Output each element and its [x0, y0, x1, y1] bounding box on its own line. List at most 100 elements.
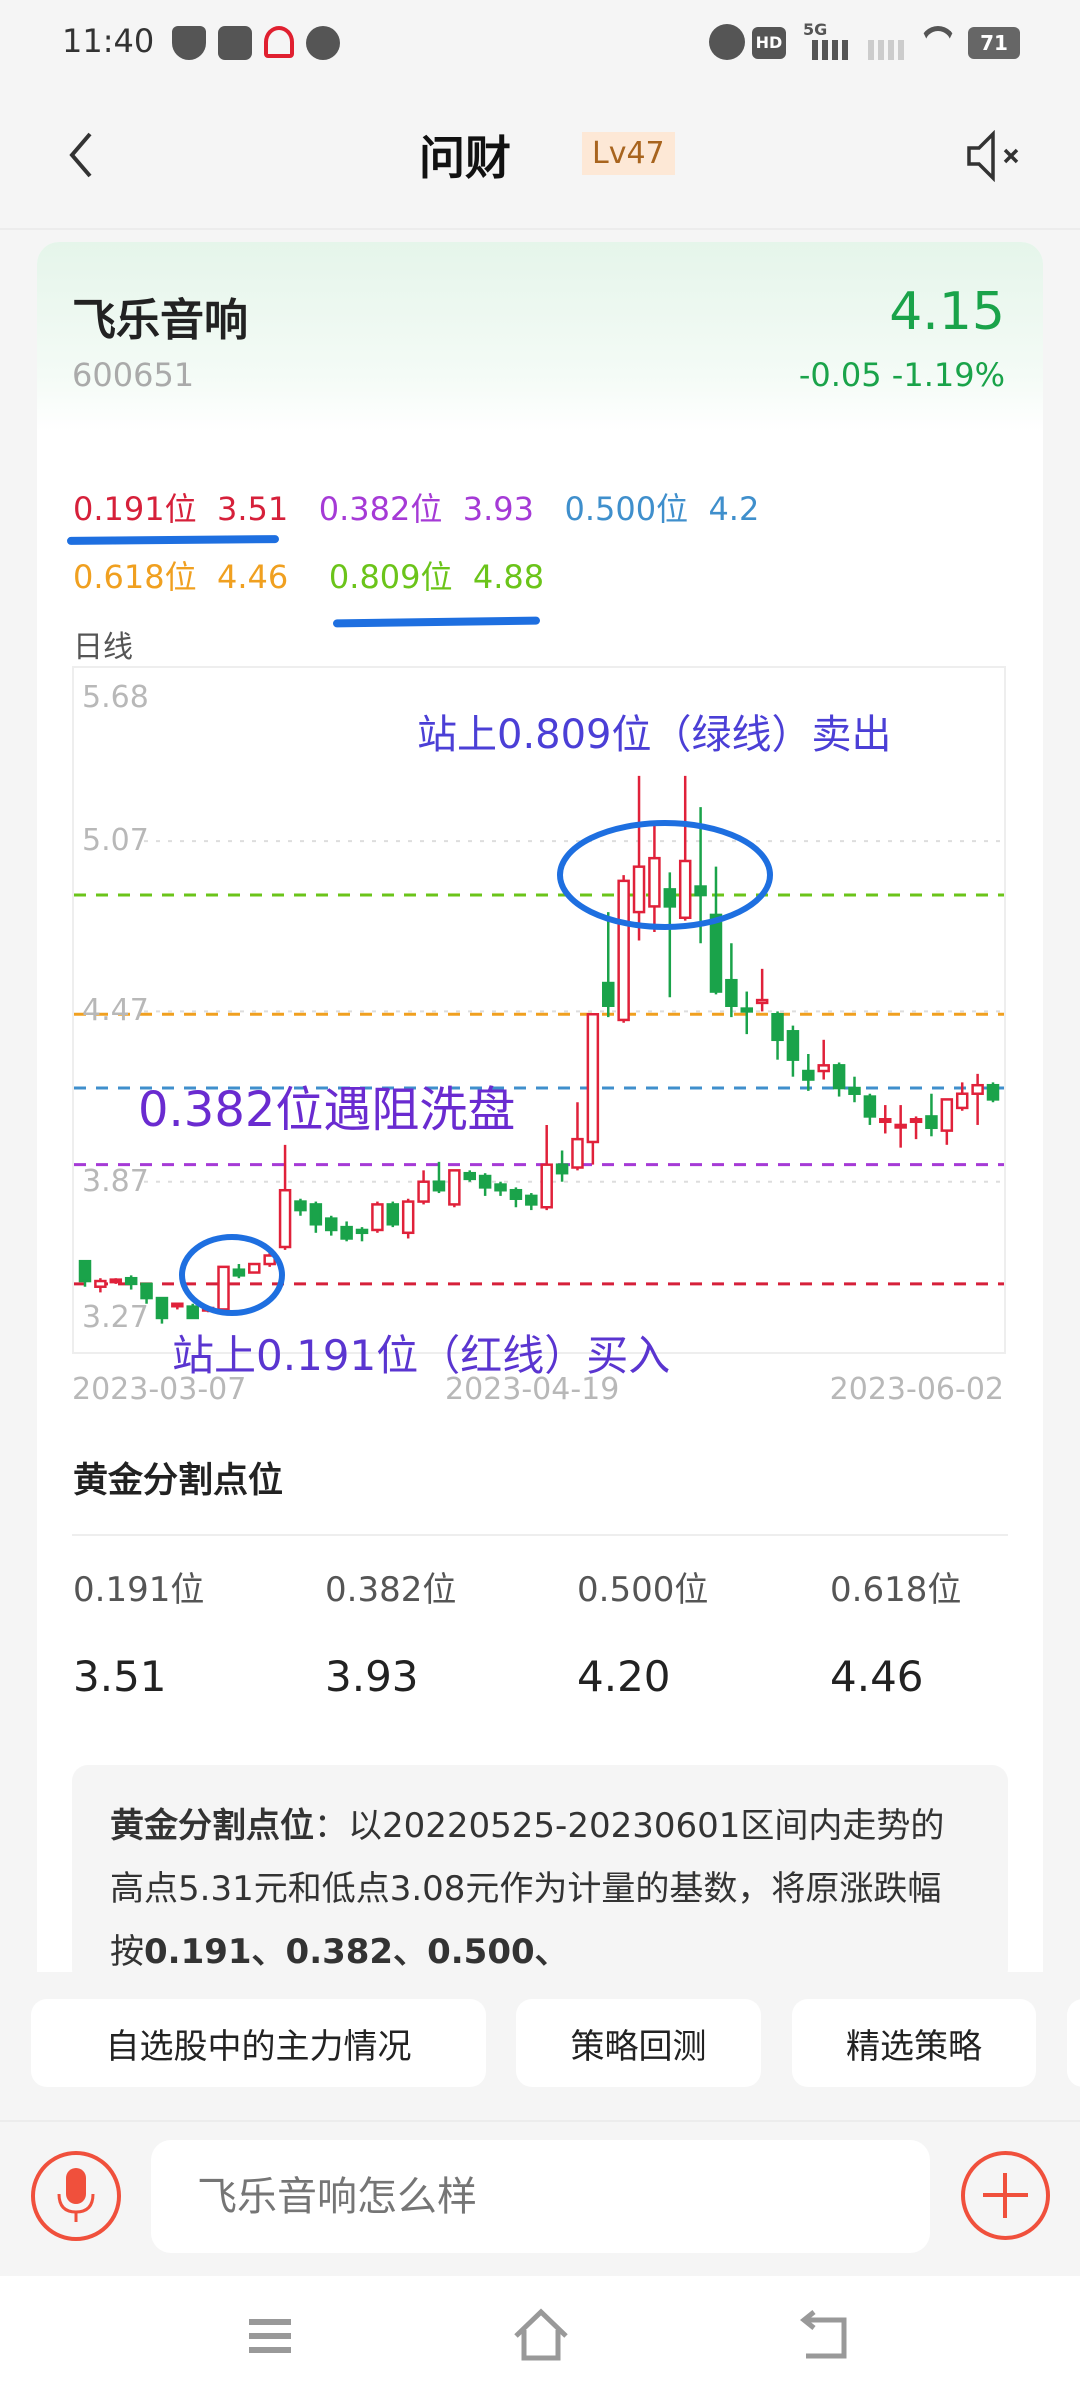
candle: [432, 1161, 446, 1194]
description-text: ：以20220525-20230601区间内走势的高点5.31元和低点3.08元…: [110, 1806, 945, 1972]
question-input[interactable]: [151, 2140, 930, 2253]
play-icon: [306, 26, 340, 60]
chart-canvas: [74, 775, 1004, 1324]
battery-icon: 71: [968, 27, 1020, 59]
candle-body: [863, 1095, 877, 1118]
candle-body: [955, 1092, 969, 1110]
candle-body: [448, 1169, 461, 1206]
menu-icon: [249, 2319, 291, 2353]
candle-body: [171, 1302, 184, 1308]
candle-body: [879, 1118, 892, 1124]
ink-circle-sell: [557, 820, 773, 930]
candle: [909, 1116, 923, 1140]
candle: [463, 1170, 476, 1182]
wifi-icon: [920, 26, 956, 62]
app-notification-icon: [264, 26, 294, 58]
stock-price: 4.15: [889, 282, 1005, 342]
home-button[interactable]: [512, 2308, 570, 2362]
candle-body: [817, 1064, 830, 1073]
back-nav-button[interactable]: [800, 2308, 852, 2362]
candle: [740, 991, 754, 1035]
candle: [663, 872, 677, 998]
candle: [863, 1093, 877, 1125]
mute-button[interactable]: [965, 129, 1025, 183]
candle-body: [494, 1183, 507, 1192]
back-button[interactable]: [62, 130, 102, 180]
candle-body: [355, 1228, 369, 1235]
candle: [478, 1173, 492, 1196]
candle-body: [755, 998, 769, 1005]
candle-body: [725, 978, 738, 1007]
candle: [832, 1062, 846, 1097]
y-tick-label: 5.07: [82, 823, 149, 859]
candle: [694, 807, 707, 944]
candlestick-chart[interactable]: 5.68 5.07 4.47 3.87 3.27: [72, 666, 1006, 1354]
candle-body: [909, 1118, 923, 1124]
candle: [894, 1105, 907, 1148]
microphone-icon: [57, 2168, 95, 2222]
candle-body: [248, 1262, 261, 1274]
chip-backtest[interactable]: 策略回测: [516, 1999, 761, 2087]
add-button[interactable]: [961, 2151, 1050, 2240]
x-tick-label: 2023-03-07: [72, 1372, 247, 1407]
candle: [755, 968, 769, 1012]
candle: [509, 1187, 523, 1208]
candle-body: [786, 1030, 800, 1061]
candle: [602, 912, 615, 1018]
y-tick-label: 3.27: [82, 1300, 149, 1335]
description-ratios: 0.191、0.382、0.500、: [144, 1932, 569, 1972]
system-nav-bar: [0, 2276, 1080, 2400]
description-title: 黄金分割点位: [110, 1806, 314, 1846]
candle-body: [386, 1203, 400, 1226]
legend-0500: 0.500位 4.2: [564, 490, 760, 528]
chip-main-force[interactable]: 自选股中的主力情况: [31, 1999, 486, 2087]
chip-featured-strategy[interactable]: 精选策略: [792, 1999, 1036, 2087]
candle: [571, 1102, 584, 1171]
candle-body: [294, 1200, 307, 1212]
candle: [617, 875, 630, 1023]
fib-col-label: 0.618位: [830, 1570, 962, 1610]
chart-period-label: 日线: [73, 630, 133, 665]
candle: [371, 1201, 384, 1233]
stock-name: 飞乐音响: [72, 295, 248, 346]
candle-body: [509, 1188, 523, 1200]
candle: [186, 1303, 199, 1320]
candle-body: [324, 1217, 338, 1232]
candle-body: [848, 1086, 861, 1095]
network-type: 5G: [803, 20, 828, 39]
candle: [386, 1201, 400, 1228]
candle-body: [771, 1013, 784, 1042]
candle-body: [709, 913, 723, 993]
candle: [971, 1073, 984, 1125]
fib-col-value: 4.20: [577, 1652, 671, 1701]
candle-body: [986, 1083, 1000, 1101]
candle: [401, 1198, 415, 1239]
stock-quote-header[interactable]: [37, 242, 1043, 432]
candle-body: [940, 1098, 954, 1132]
candle: [94, 1278, 107, 1293]
candle-body: [78, 1259, 92, 1283]
candle: [586, 1013, 600, 1165]
candle: [340, 1221, 353, 1242]
recent-apps-button[interactable]: [247, 2316, 293, 2356]
fib-description: 黄金分割点位：以20220525-20230601区间内走势的高点5.31元和低…: [72, 1765, 1008, 1985]
candle: [232, 1264, 246, 1279]
home-icon: [514, 2308, 568, 2361]
candle: [879, 1105, 892, 1134]
annotation-sell: 站上0.809位（绿线）卖出: [417, 712, 892, 758]
legend-0382: 0.382位 3.93: [318, 490, 534, 528]
chip-more[interactable]: [1067, 1999, 1080, 2087]
stock-code: 600651: [72, 356, 195, 394]
candle-body: [417, 1180, 430, 1203]
candle: [525, 1193, 538, 1211]
candle: [940, 1098, 954, 1145]
level-badge: Lv47: [582, 132, 675, 175]
signal-2-icon: [868, 40, 904, 60]
candle: [448, 1169, 461, 1208]
legend-0191: 0.191位 3.51: [73, 490, 289, 528]
ink-annotations: [179, 820, 773, 1316]
back-icon: [800, 2310, 847, 2359]
candle-body: [94, 1279, 107, 1288]
voice-button[interactable]: [31, 2151, 121, 2241]
header-divider: [0, 228, 1080, 230]
